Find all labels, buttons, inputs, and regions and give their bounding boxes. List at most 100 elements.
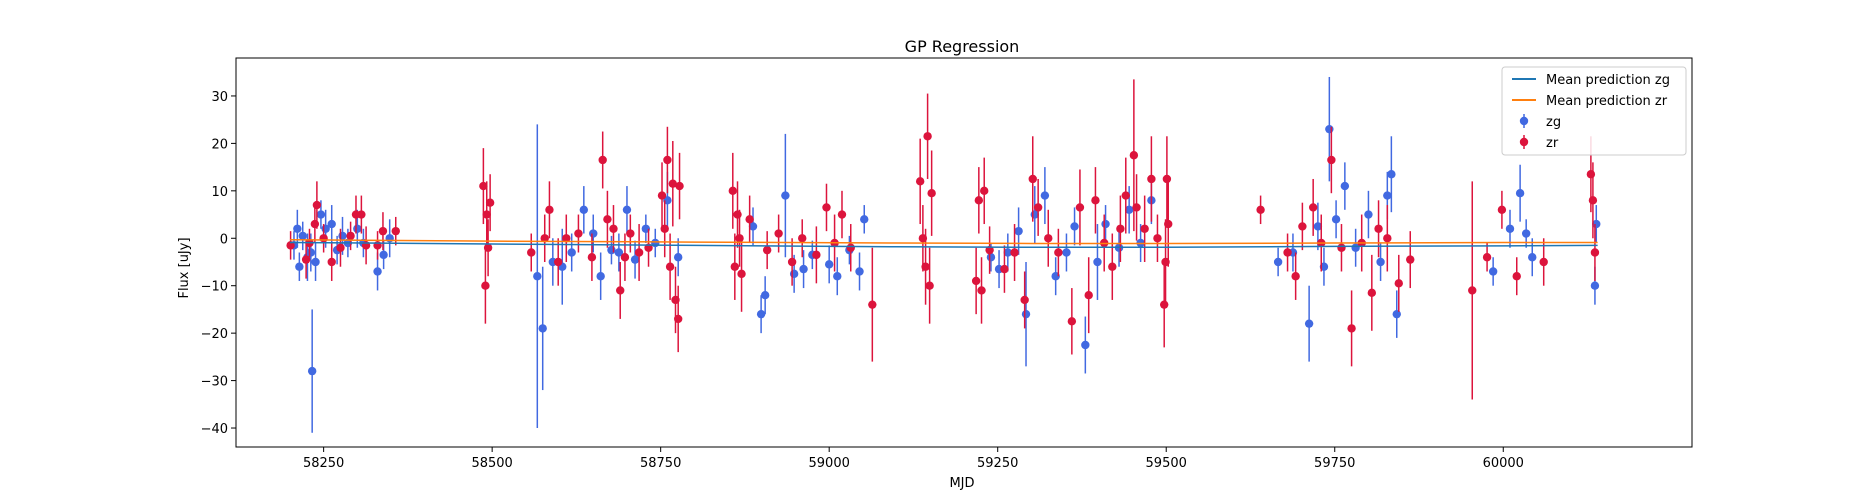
data-point <box>737 269 746 279</box>
data-point <box>545 205 554 215</box>
y-tick-label: −10 <box>201 280 228 295</box>
legend: Mean prediction zg Mean prediction zr zg zr <box>1501 66 1687 156</box>
data-point <box>730 262 740 271</box>
data-point <box>336 243 345 252</box>
data-point <box>1044 234 1053 243</box>
data-point <box>312 200 322 210</box>
data-point <box>774 229 783 238</box>
data-point <box>319 234 328 243</box>
data-point <box>538 324 547 333</box>
plot-frame <box>235 57 1693 448</box>
data-point <box>1116 224 1125 233</box>
data-point <box>357 210 366 219</box>
data-point <box>1121 191 1130 200</box>
axes: 58250 58500 58750 59000 59250 59500 59750 60000… <box>201 57 1693 471</box>
data-point <box>728 186 737 196</box>
data-point <box>787 257 797 267</box>
legend-box <box>1501 66 1687 156</box>
data-point <box>846 243 855 252</box>
data-point <box>327 257 336 267</box>
x-tick-label: 58750 <box>640 456 681 471</box>
data-point <box>626 229 635 238</box>
x-tick-label: 59500 <box>1146 456 1187 471</box>
data-point <box>663 155 672 165</box>
data-point <box>379 250 388 260</box>
data-point <box>1140 224 1149 233</box>
data-point <box>1308 203 1318 212</box>
data-point <box>596 272 605 281</box>
plot-area <box>286 76 1601 433</box>
x-tick-label: 59250 <box>977 456 1018 471</box>
y-tick-label: 30 <box>211 90 228 105</box>
data-point <box>1304 319 1314 328</box>
data-point <box>760 290 770 300</box>
data-point <box>1482 253 1492 262</box>
series-line <box>289 238 1598 245</box>
data-point <box>762 245 772 255</box>
data-point <box>789 269 799 279</box>
data-point <box>589 229 598 238</box>
data-point <box>921 262 930 271</box>
data-point <box>1364 210 1373 219</box>
data-point <box>1340 181 1350 191</box>
data-point <box>977 286 986 295</box>
data-point <box>1586 170 1596 179</box>
x-tick-label: 59000 <box>809 456 850 471</box>
data-point <box>860 215 869 224</box>
data-point <box>378 226 388 236</box>
data-point <box>812 250 821 260</box>
y-tick-label: −20 <box>201 327 228 342</box>
data-point <box>1347 324 1356 333</box>
data-point <box>798 234 807 243</box>
data-point <box>1521 229 1531 238</box>
data-point <box>598 155 607 165</box>
data-point <box>1588 196 1598 205</box>
data-point <box>622 205 632 215</box>
data-point <box>833 272 842 281</box>
data-point <box>1497 205 1507 215</box>
data-point <box>868 300 877 309</box>
series-zg <box>289 76 1601 433</box>
data-point <box>1505 224 1515 233</box>
data-point <box>540 234 549 243</box>
data-point <box>985 245 994 255</box>
data-point <box>1394 279 1403 288</box>
legend-point-marker <box>1519 116 1529 126</box>
data-point <box>481 281 490 290</box>
data-point <box>1325 124 1334 134</box>
data-point <box>927 189 936 198</box>
data-point <box>614 248 624 257</box>
x-tick-label: 58500 <box>471 456 512 471</box>
data-point <box>316 210 326 219</box>
y-tick-label: 10 <box>211 185 228 200</box>
data-point <box>824 260 834 269</box>
data-point <box>1132 203 1141 212</box>
data-point <box>327 219 336 229</box>
data-point <box>527 248 536 257</box>
data-point <box>1387 170 1396 179</box>
data-point <box>562 234 571 243</box>
data-point <box>1313 222 1323 231</box>
y-tick-label: −30 <box>201 375 228 390</box>
series-line <box>289 241 1598 249</box>
data-point <box>1592 219 1601 229</box>
data-point <box>1108 262 1117 271</box>
data-point <box>745 215 754 224</box>
data-point <box>673 253 683 262</box>
data-point <box>1093 257 1102 267</box>
data-point <box>353 224 362 233</box>
data-point <box>293 224 302 233</box>
data-point <box>1590 281 1600 290</box>
data-point <box>479 181 488 191</box>
data-point <box>533 272 542 281</box>
legend-label: zg <box>1546 115 1561 130</box>
data-point <box>630 255 640 264</box>
data-point <box>609 224 618 233</box>
legend-point-marker <box>1519 137 1529 147</box>
data-point <box>1515 189 1525 198</box>
data-point <box>1383 234 1392 243</box>
data-point <box>567 248 576 257</box>
data-point <box>311 257 320 267</box>
data-point <box>748 222 758 231</box>
data-point <box>1028 174 1037 184</box>
